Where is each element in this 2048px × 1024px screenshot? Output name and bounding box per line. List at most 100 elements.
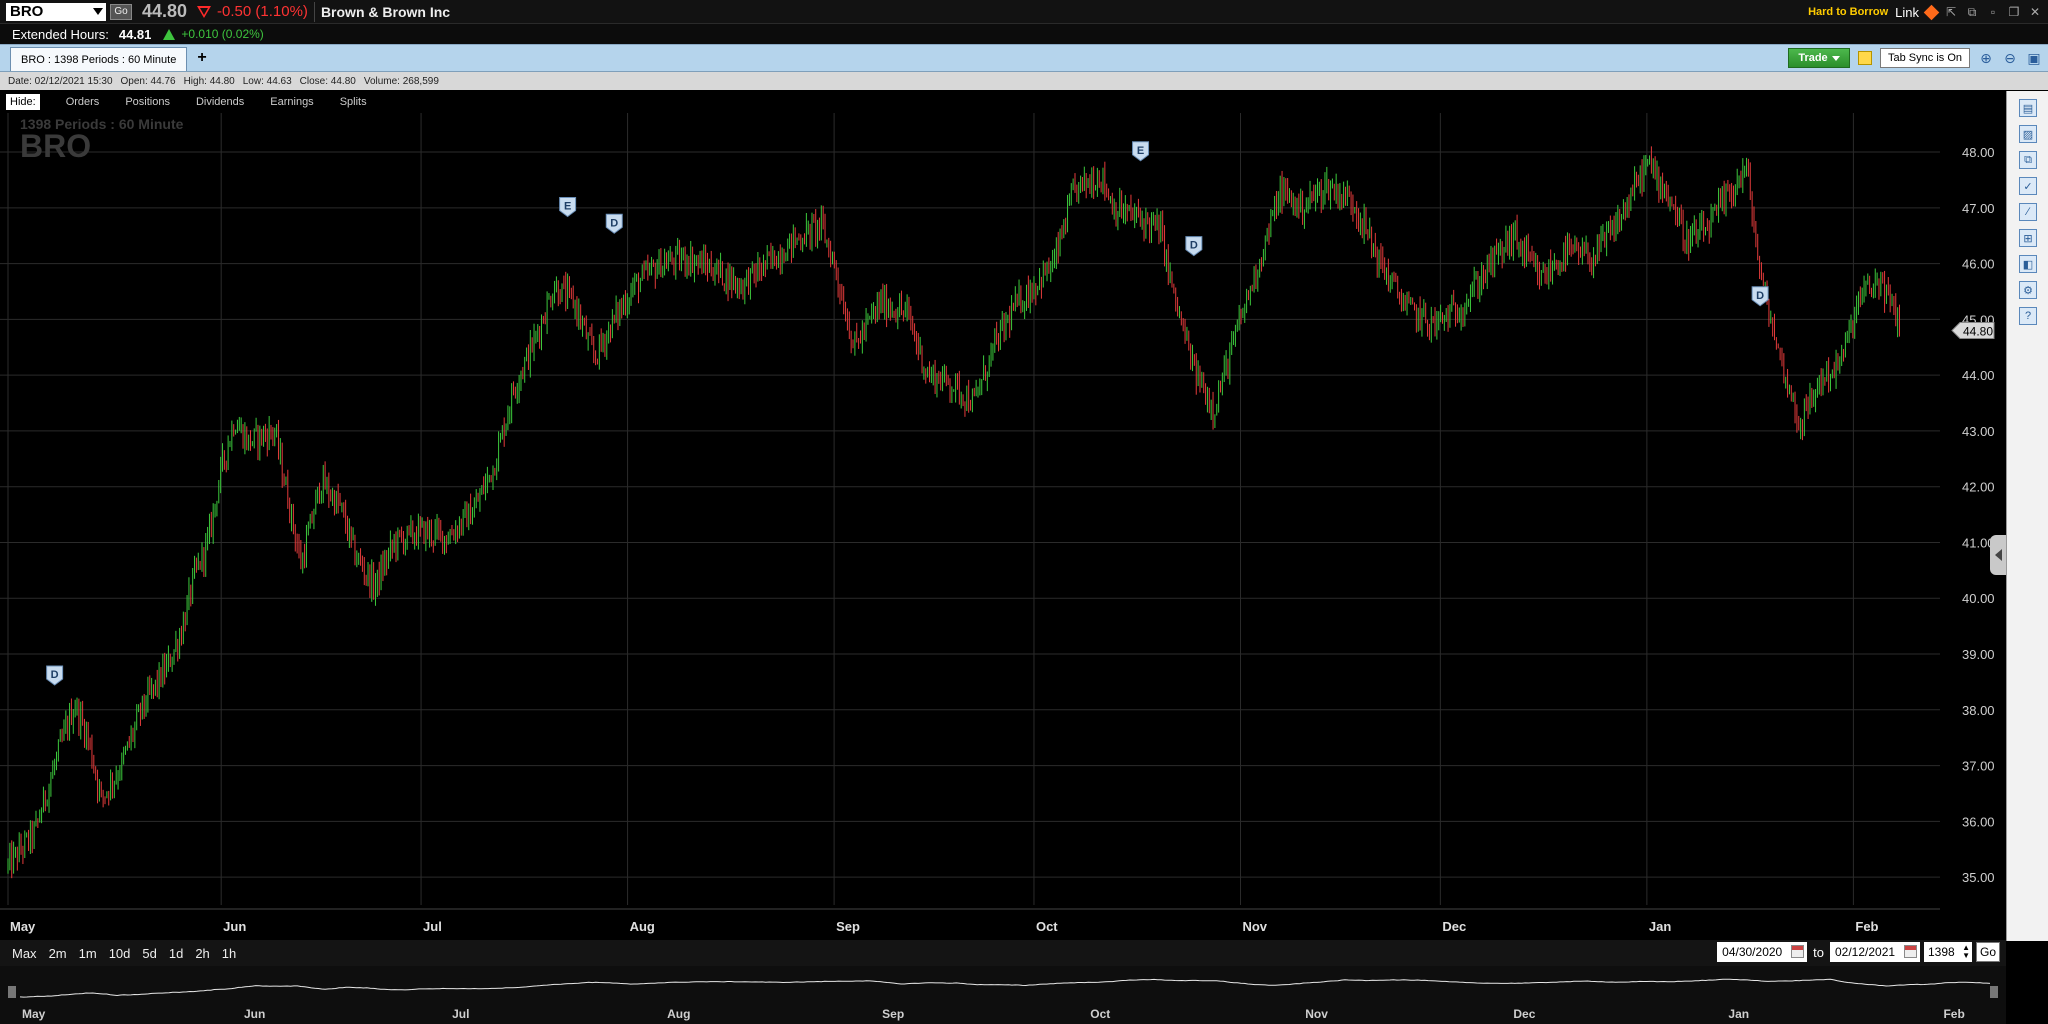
- y-tick-label: 36.00: [1962, 814, 1995, 829]
- marker-shape: [605, 213, 623, 234]
- quote-header: BRO Go 44.80 -0.50 (1.10%) Brown & Brown…: [0, 0, 2048, 24]
- earnings-toggle[interactable]: Earnings: [270, 96, 314, 108]
- range-2m-button[interactable]: 2m: [48, 945, 67, 961]
- chevron-down-icon: [1831, 55, 1840, 61]
- close-icon[interactable]: ✕: [2029, 5, 2041, 19]
- chevron-down-icon[interactable]: [93, 7, 103, 15]
- price-tag-shape: [1951, 322, 1995, 340]
- from-date-text: 04/30/2020: [1722, 945, 1783, 959]
- y-tick-label: 43.00: [1962, 424, 1995, 439]
- stepper-arrows-icon[interactable]: ▲ ▼: [1962, 943, 1970, 960]
- date-range-controls: 04/30/2020 to 02/12/2021 1398 ▲ ▼ Go: [1717, 942, 2006, 962]
- navigator-label: Nov: [1305, 1007, 1328, 1021]
- maximize-icon[interactable]: ❐: [2008, 5, 2020, 19]
- price-chart[interactable]: 1398 Periods : 60 Minute BRO D E D E D D 48.0…: [0, 113, 2006, 940]
- info-close: Close: 44.80: [299, 75, 356, 87]
- layout-icon[interactable]: ▤: [2019, 99, 2037, 117]
- marker-label: D: [1756, 290, 1764, 302]
- range-go-button[interactable]: Go: [1976, 942, 2000, 962]
- x-tick-label: Jun: [223, 919, 246, 934]
- chart-grid: [0, 113, 1940, 910]
- navigator-label: Oct: [1090, 1007, 1110, 1021]
- info-low: Low: 44.63: [242, 75, 292, 87]
- color-icon[interactable]: ◧: [2019, 255, 2037, 273]
- tab-sync-button[interactable]: Tab Sync is On: [1880, 48, 1970, 68]
- chevron-left-icon: [1994, 549, 2002, 561]
- earnings-marker: E: [559, 197, 577, 218]
- gear-icon[interactable]: ⚙: [2019, 281, 2037, 299]
- chart-tools-panel: ▤ ▨ ⧉ ✓ ∕ ⊞ ◧ ⚙ ?: [2006, 91, 2048, 941]
- extended-hours-bar: Extended Hours: 44.81 +0.010 (0.02%): [0, 24, 2048, 44]
- info-date: Date: 02/12/2021 15:30: [8, 75, 113, 87]
- go-button[interactable]: Go: [110, 3, 132, 20]
- symbol-input[interactable]: BRO: [6, 2, 106, 21]
- marker-shape: [1185, 236, 1203, 257]
- marker-shape: [559, 197, 577, 218]
- draw-icon[interactable]: ∕: [2019, 203, 2037, 221]
- from-date-input[interactable]: 04/30/2020: [1717, 942, 1808, 962]
- dividend-marker: D: [605, 213, 623, 234]
- hard-to-borrow-label: Hard to Borrow: [1808, 6, 1889, 18]
- orders-toggle[interactable]: Orders: [65, 96, 100, 108]
- last-price: 44.80: [142, 1, 188, 21]
- note-icon[interactable]: [1858, 51, 1873, 65]
- dividend-marker: D: [1751, 286, 1769, 307]
- navigator-label: Jun: [244, 1007, 265, 1021]
- add-tab-button[interactable]: +: [197, 49, 207, 66]
- range-1m-button[interactable]: 1m: [78, 945, 97, 961]
- marker-label: D: [610, 217, 618, 229]
- x-tick-label: Dec: [1442, 919, 1466, 934]
- collapse-toolbar-button[interactable]: [1990, 535, 2006, 575]
- range-2h-button[interactable]: 2h: [195, 945, 210, 961]
- calendar-icon[interactable]: [1904, 945, 1917, 958]
- info-volume: Volume: 268,599: [363, 75, 439, 87]
- calendar-icon[interactable]: [1791, 945, 1805, 958]
- x-tick-label: Sep: [836, 919, 860, 934]
- info-open: Open: 44.76: [120, 75, 176, 87]
- navigator-label: Jul: [452, 1007, 469, 1021]
- positions-toggle[interactable]: Positions: [125, 96, 170, 108]
- detach-icon[interactable]: ⇱: [1945, 5, 1957, 19]
- tab-bro-chart[interactable]: BRO : 1398 Periods : 60 Minute: [10, 47, 188, 71]
- x-tick-label: Nov: [1242, 919, 1267, 934]
- range-max-button[interactable]: Max: [12, 945, 37, 961]
- to-date-input[interactable]: 02/12/2021: [1830, 942, 1920, 962]
- dividends-toggle[interactable]: Dividends: [195, 96, 245, 108]
- to-date-text: 02/12/2021: [1835, 945, 1896, 959]
- periods-stepper[interactable]: 1398 ▲ ▼: [1924, 942, 1972, 962]
- navigator-label: Feb: [1943, 1007, 1964, 1021]
- navigator[interactable]: May Jun Jul Aug Sep Oct Nov Dec Jan Feb: [0, 966, 2006, 1024]
- splits-toggle[interactable]: Splits: [339, 96, 367, 108]
- range-1d-button[interactable]: 1d: [168, 945, 184, 961]
- navigator-series: [19, 978, 1991, 998]
- studies-icon[interactable]: ⧉: [2019, 151, 2037, 169]
- navigator-left-handle[interactable]: [8, 986, 16, 998]
- price-axis: 48.0047.0046.0045.0044.0043.0042.0041.00…: [1962, 145, 1995, 885]
- range-1h-button[interactable]: 1h: [221, 945, 237, 961]
- marker-label: D: [1190, 240, 1198, 252]
- window-controls: Hard to Borrow Link ⇱ ⧉ ▫ ❐ ✕: [1808, 0, 2048, 24]
- range-10d-button[interactable]: 10d: [108, 945, 131, 961]
- zoom-in-icon[interactable]: ⊕: [1980, 49, 1992, 66]
- chart-type-icon[interactable]: ▨: [2019, 125, 2037, 143]
- navigator-label: Jan: [1728, 1007, 1749, 1021]
- hide-button[interactable]: Hide:: [6, 94, 40, 110]
- y-tick-label: 41.00: [1962, 535, 1995, 550]
- help-icon[interactable]: ?: [2019, 307, 2037, 325]
- link-label[interactable]: Link: [1895, 4, 1919, 20]
- navigator-label: Dec: [1513, 1007, 1535, 1021]
- check-icon[interactable]: ✓: [2019, 177, 2037, 195]
- ohlc-info-bar: Date: 02/12/2021 15:30 Open: 44.76 High:…: [0, 72, 2048, 90]
- tab-tools: Trade Tab Sync is On ⊕ ⊖ ▣: [1788, 48, 2042, 68]
- zoom-out-icon[interactable]: ⊖: [2004, 49, 2016, 66]
- pop-out-icon[interactable]: ⧉: [1967, 4, 1977, 19]
- compare-icon[interactable]: ⊞: [2019, 229, 2037, 247]
- minimize-icon[interactable]: ▫: [1990, 5, 1996, 19]
- overlay-toggle-bar: Hide: Orders Positions Dividends Earning…: [0, 91, 2006, 113]
- range-5d-button[interactable]: 5d: [142, 945, 157, 961]
- trade-button[interactable]: Trade: [1788, 48, 1851, 68]
- x-tick-label: May: [10, 919, 36, 934]
- link-diamond-icon[interactable]: [1923, 4, 1940, 20]
- save-icon[interactable]: ▣: [2027, 49, 2041, 66]
- navigator-right-handle[interactable]: [1990, 986, 1998, 998]
